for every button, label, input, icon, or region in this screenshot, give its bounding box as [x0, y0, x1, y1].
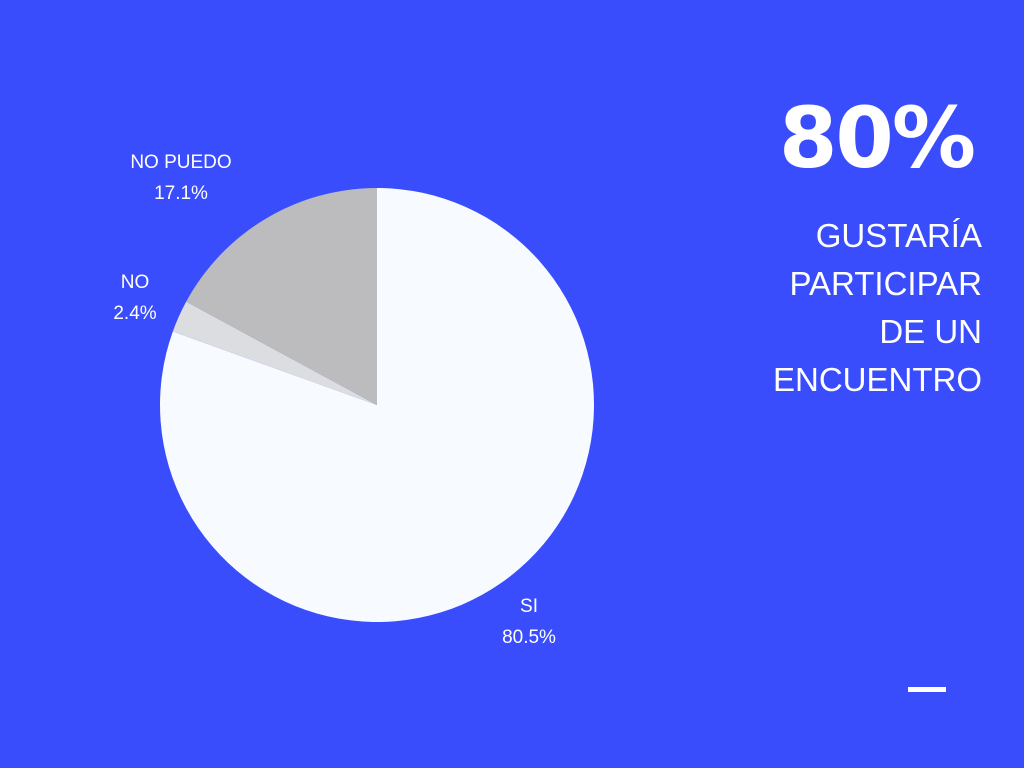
slice-label-name: NO PUEDO — [130, 152, 231, 173]
caption-line: PARTICIPAR — [789, 265, 982, 302]
slice-label-percent: 80.5% — [502, 627, 556, 648]
caption-line: GUSTARÍA — [815, 217, 982, 254]
big-stat-value: 80% — [778, 89, 976, 187]
slice-label-percent: 17.1% — [154, 183, 208, 204]
slice-label-name: SI — [520, 596, 538, 617]
caption-line: ENCUENTRO — [772, 361, 982, 398]
caption-line: DE UN — [879, 313, 982, 350]
slice-label-percent: 2.4% — [113, 303, 156, 324]
stat-caption: GUSTARÍA PARTICIPAR DE UN ENCUENTRO — [662, 212, 982, 404]
pie-slice-no — [172, 301, 377, 405]
slice-label-name: NO — [121, 272, 150, 293]
decorative-dash — [908, 687, 946, 692]
pie-slice-si — [159, 188, 594, 623]
pie-slice-no-puedo — [186, 188, 377, 405]
